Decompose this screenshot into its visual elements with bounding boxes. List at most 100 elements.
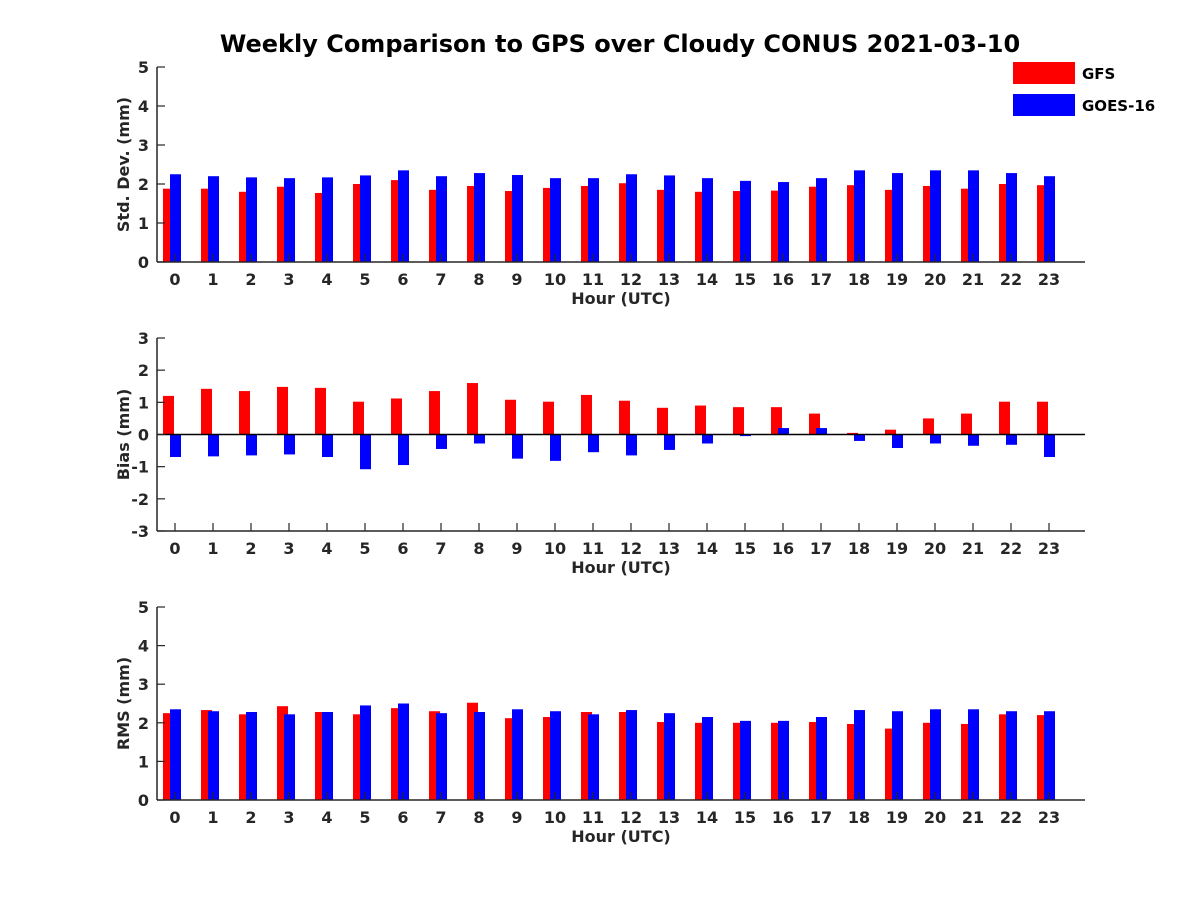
- y-tick-label: 3: [138, 329, 149, 348]
- bar-goes-16-5: [360, 434, 371, 470]
- x-tick-label: 14: [696, 270, 718, 289]
- bar-gfs-18: [847, 432, 858, 435]
- bar-goes-16-8: [474, 711, 485, 800]
- bar-gfs-21: [961, 723, 972, 800]
- x-tick-label: 13: [658, 539, 680, 558]
- bar-goes-16-12: [626, 174, 637, 262]
- bar-goes-16-20: [930, 434, 941, 444]
- y-tick-label: 2: [138, 175, 149, 194]
- bar-goes-16-9: [512, 434, 523, 459]
- x-tick-label: 7: [435, 270, 446, 289]
- bar-goes-16-18: [854, 710, 865, 800]
- bar-goes-16-12: [626, 710, 637, 800]
- y-tick-label: 3: [138, 675, 149, 694]
- x-tick-label: 19: [886, 539, 908, 558]
- bar-gfs-6: [391, 708, 402, 800]
- bar-goes-16-4: [322, 434, 333, 458]
- y-tick-label: -3: [131, 522, 149, 541]
- bar-goes-16-19: [892, 711, 903, 800]
- legend-label-goes-16: GOES-16: [1082, 97, 1155, 115]
- bar-goes-16-10: [550, 434, 561, 461]
- bar-goes-16-15: [740, 720, 751, 800]
- y-tick-label: 4: [138, 637, 149, 656]
- bar-gfs-1: [201, 388, 212, 435]
- bar-gfs-3: [277, 706, 288, 800]
- bar-gfs-20: [923, 418, 934, 435]
- y-tick-label: 4: [138, 97, 149, 116]
- x-tick-label: 23: [1038, 539, 1060, 558]
- bar-gfs-9: [505, 718, 516, 800]
- bar-gfs-23: [1037, 401, 1048, 435]
- bar-goes-16-18: [854, 434, 865, 441]
- x-tick-label: 5: [359, 808, 370, 827]
- legend-label-gfs: GFS: [1082, 65, 1115, 83]
- bar-gfs-16: [771, 722, 782, 800]
- bar-goes-16-17: [816, 178, 827, 262]
- bar-gfs-6: [391, 398, 402, 435]
- bar-gfs-11: [581, 185, 592, 262]
- legend-swatch-gfs: [1013, 62, 1075, 84]
- x-tick-label: 11: [582, 808, 604, 827]
- x-tick-label: 23: [1038, 808, 1060, 827]
- bar-goes-16-8: [474, 173, 485, 262]
- x-tick-label: 3: [283, 808, 294, 827]
- bar-goes-16-9: [512, 709, 523, 800]
- bar-gfs-22: [999, 401, 1010, 435]
- bar-goes-16-14: [702, 178, 713, 262]
- bar-gfs-2: [239, 391, 250, 435]
- x-tick-label: 16: [772, 270, 794, 289]
- bar-gfs-18: [847, 723, 858, 800]
- bar-gfs-21: [961, 413, 972, 435]
- x-tick-label: 12: [620, 539, 642, 558]
- bar-gfs-12: [619, 711, 630, 800]
- x-tick-label: 20: [924, 808, 946, 827]
- bar-gfs-10: [543, 187, 554, 262]
- y-axis-title: RMS (mm): [114, 657, 133, 750]
- bar-goes-16-22: [1006, 711, 1017, 800]
- bar-goes-16-4: [322, 177, 333, 262]
- y-tick-label: 2: [138, 714, 149, 733]
- bar-gfs-1: [201, 710, 212, 800]
- x-tick-label: 15: [734, 808, 756, 827]
- x-tick-label: 21: [962, 539, 984, 558]
- bar-goes-16-13: [664, 175, 675, 262]
- x-tick-label: 9: [511, 539, 522, 558]
- bar-gfs-4: [315, 192, 326, 262]
- bar-goes-16-0: [170, 174, 181, 262]
- x-tick-label: 5: [359, 270, 370, 289]
- bar-goes-16-5: [360, 705, 371, 800]
- bar-goes-16-23: [1044, 711, 1055, 800]
- bar-gfs-17: [809, 413, 820, 435]
- x-tick-label: 20: [924, 270, 946, 289]
- x-tick-label: 10: [544, 270, 566, 289]
- bar-gfs-0: [163, 395, 174, 435]
- bar-goes-16-4: [322, 711, 333, 800]
- bar-goes-16-8: [474, 434, 485, 444]
- bar-goes-16-3: [284, 714, 295, 800]
- bar-goes-16-2: [246, 711, 257, 800]
- bar-goes-16-17: [816, 717, 827, 800]
- x-tick-label: 7: [435, 808, 446, 827]
- x-tick-label: 8: [473, 270, 484, 289]
- legend-swatch-goes-16: [1013, 94, 1075, 116]
- x-tick-label: 17: [810, 539, 832, 558]
- bar-gfs-22: [999, 184, 1010, 262]
- bar-goes-16-11: [588, 178, 599, 262]
- x-tick-label: 12: [620, 808, 642, 827]
- x-tick-label: 6: [397, 270, 408, 289]
- bar-goes-16-20: [930, 709, 941, 800]
- x-tick-label: 15: [734, 539, 756, 558]
- bar-gfs-16: [771, 407, 782, 435]
- y-tick-label: 1: [138, 393, 149, 412]
- y-tick-label: 1: [138, 752, 149, 771]
- bar-goes-16-19: [892, 173, 903, 262]
- bar-goes-16-2: [246, 434, 257, 456]
- bar-goes-16-16: [778, 720, 789, 800]
- bar-goes-16-7: [436, 713, 447, 800]
- bar-goes-16-11: [588, 434, 599, 453]
- bar-gfs-15: [733, 407, 744, 435]
- bar-goes-16-6: [398, 170, 409, 262]
- bar-gfs-20: [923, 185, 934, 262]
- x-tick-label: 21: [962, 808, 984, 827]
